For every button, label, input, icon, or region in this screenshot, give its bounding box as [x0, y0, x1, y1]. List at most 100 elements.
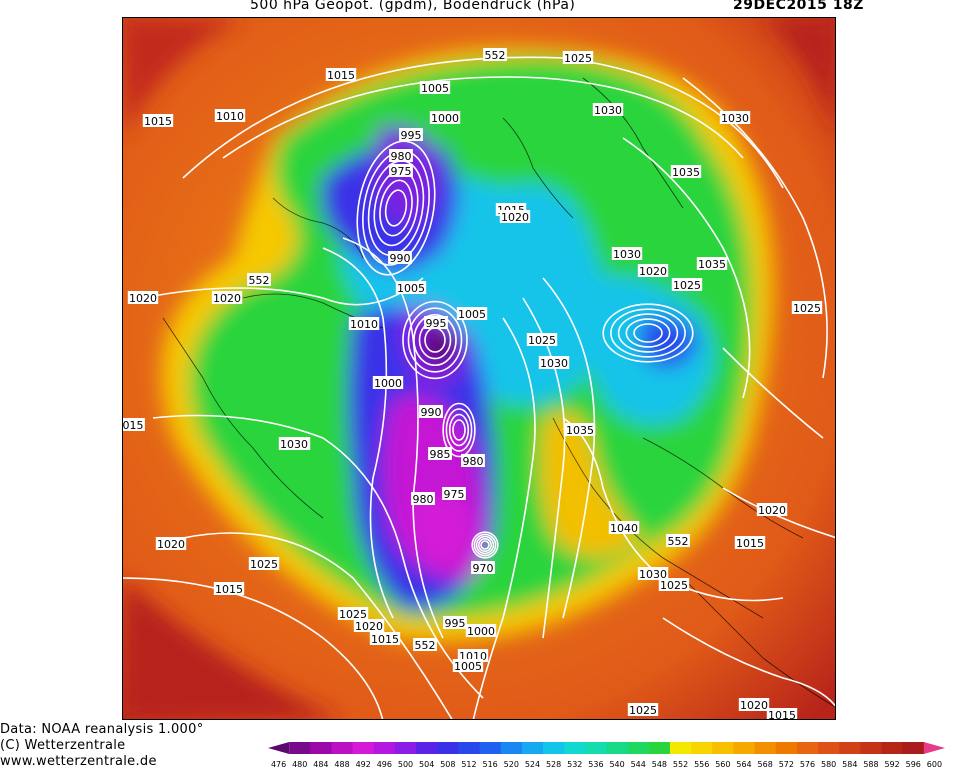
pressure-label-bg: [248, 557, 280, 570]
pressure-label-bg: [123, 418, 145, 431]
pressure-label-bg: [428, 447, 452, 460]
legend-tick-label: 540: [609, 760, 624, 769]
pressure-label-bg: [214, 109, 246, 122]
isobar-line: [356, 140, 436, 276]
pressure-label-bg: [756, 503, 788, 516]
pressure-label: 1030: [540, 357, 568, 370]
isobar-line: [602, 303, 694, 363]
color-legend-bar: 476 480 484 488 492 496 500 504 508 512 516 520 524 5…: [268, 742, 945, 769]
pressure-label-bg: [419, 405, 443, 418]
pressure-label-bg: [442, 487, 466, 500]
pressure-label: 1035: [698, 258, 726, 271]
pressure-label-bg: [211, 291, 243, 304]
pressure-label: 1015: [215, 583, 243, 596]
legend-tick-label: 524: [525, 760, 540, 769]
pressure-label-bg: [483, 48, 507, 61]
pressure-label: 552: [415, 639, 436, 652]
pressure-label-bg: [424, 316, 448, 329]
legend-swatch: [500, 742, 523, 754]
pressure-label-bg: [325, 68, 357, 81]
pressure-label-bg: [671, 278, 703, 291]
pressure-label-bg: [456, 307, 488, 320]
isobars: [123, 56, 835, 719]
legend-tick-label: 484: [313, 760, 328, 769]
isobar-line: [522, 297, 566, 639]
legend-swatch: [669, 742, 692, 754]
legend-swatch: [606, 742, 629, 754]
legend-swatch: [331, 742, 354, 754]
legend-tick-label: 508: [440, 760, 455, 769]
isobar-line: [610, 308, 686, 358]
legend-swatch: [310, 742, 332, 754]
legend-swatch: [458, 742, 481, 754]
pressure-label: 1025: [564, 52, 592, 65]
pressure-label: 1015: [768, 709, 796, 720]
isobar-line: [617, 313, 679, 353]
pressure-label: 1020: [501, 211, 529, 224]
isobar-line: [562, 417, 784, 602]
pressure-label-bg: [670, 165, 702, 178]
legend-tick-label: 564: [736, 760, 751, 769]
legend-tick-label: 572: [779, 760, 794, 769]
pressure-labels: 552 1025101510051000995980975101010151030…: [123, 48, 823, 720]
pressure-label: 1025: [339, 608, 367, 621]
pressure-label-bg: [372, 376, 404, 389]
legend-swatch: [416, 742, 438, 754]
isobar-line: [477, 537, 492, 552]
pressure-label: 1025: [528, 334, 556, 347]
legend-swatch: [521, 742, 544, 754]
pressure-label-bg: [564, 423, 596, 436]
legend-swatch: [437, 742, 459, 754]
pressure-label-bg: [348, 317, 380, 330]
legend-swatch: [923, 742, 945, 754]
pressure-label: 995: [445, 617, 466, 630]
pressure-label: 1030: [613, 248, 641, 261]
pressure-label-bg: [389, 164, 413, 177]
pressure-label: 1005: [454, 660, 482, 673]
isobar-line: [182, 532, 453, 719]
pressure-label-bg: [278, 437, 310, 450]
pressure-label: 1020: [639, 265, 667, 278]
pressure-label: 980: [391, 150, 412, 163]
legend-tick-label: 600: [927, 760, 942, 769]
legend-swatch: [902, 742, 925, 754]
pressure-label-bg: [369, 632, 401, 645]
credit-data-source: Data: NOAA reanalysis 1.000°: [0, 722, 204, 737]
pressure-label-bg: [247, 273, 271, 286]
pressure-label: 1025: [673, 279, 701, 292]
legend-swatch: [691, 742, 713, 754]
legend-tick-label: 480: [292, 760, 307, 769]
pressure-label-bg: [419, 81, 451, 94]
isobar-line: [142, 277, 424, 306]
pressure-label: 015: [123, 419, 144, 432]
legend-tick-label: 596: [906, 760, 921, 769]
isobar-line: [475, 535, 495, 555]
legend-swatch: [289, 742, 311, 754]
legend-tick-label: 576: [800, 760, 815, 769]
legend-tick-label: 556: [694, 760, 709, 769]
pressure-label-bg: [592, 103, 624, 116]
pressure-label-bg: [719, 111, 751, 124]
legend-swatch: [268, 742, 290, 754]
legend-tick-label: 500: [398, 760, 413, 769]
isobar-line: [473, 533, 497, 557]
legend-swatch: [479, 742, 502, 754]
pressure-label-bg: [562, 51, 594, 64]
pressure-label: 1025: [629, 704, 657, 717]
pressure-label: 995: [426, 317, 447, 330]
isobar-line: [342, 237, 444, 639]
credits: Data: NOAA reanalysis 1.000° (C) Wetterz…: [0, 722, 204, 770]
isobar-line: [448, 413, 470, 447]
legend-tick-label: 552: [673, 760, 688, 769]
pressure-label: 975: [391, 165, 412, 178]
pressure-label-bg: [127, 291, 159, 304]
legend-tick-label: 536: [588, 760, 603, 769]
pressure-label: 985: [430, 448, 451, 461]
legend-swatch: [585, 742, 607, 754]
isobar-line: [445, 408, 473, 452]
legend-swatch: [754, 742, 777, 754]
pressure-label-bg: [388, 251, 412, 264]
isobar-line: [379, 179, 413, 237]
pressure-label-bg: [666, 534, 690, 547]
pressure-label-bg: [155, 537, 187, 550]
